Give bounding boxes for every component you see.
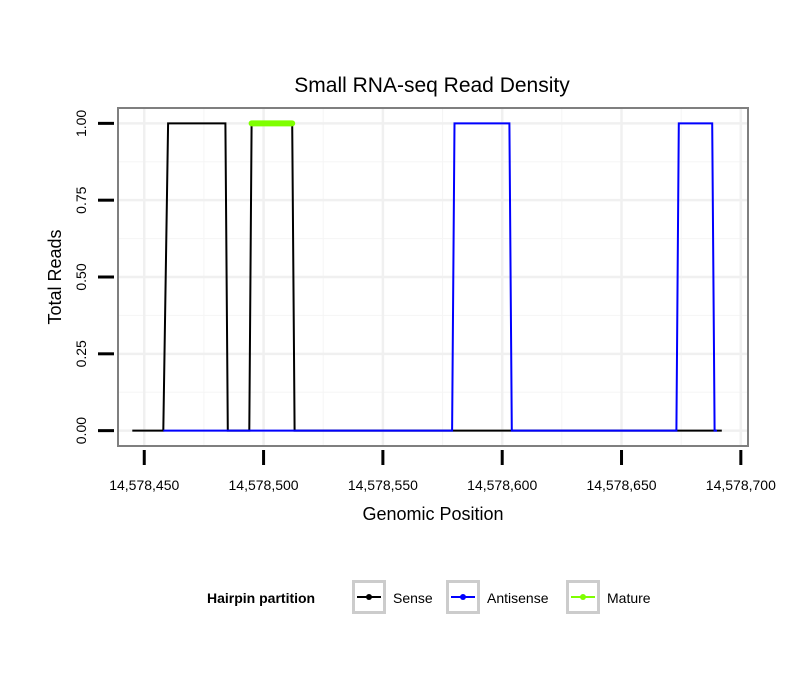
legend-label-mature: Mature bbox=[607, 590, 651, 606]
x-tick-label: 14,578,550 bbox=[348, 477, 418, 493]
legend-label-antisense: Antisense bbox=[487, 590, 549, 606]
series-line-antisense bbox=[163, 122, 717, 432]
y-tick-label: 0.50 bbox=[73, 263, 89, 290]
y-tick-label: 0.25 bbox=[73, 340, 89, 367]
legend-key-mature bbox=[566, 580, 600, 614]
y-tick-label: 1.00 bbox=[73, 110, 89, 137]
chart-title: Small RNA-seq Read Density bbox=[294, 74, 570, 97]
x-tick-label: 14,578,450 bbox=[109, 477, 179, 493]
legend-title: Hairpin partition bbox=[207, 590, 316, 606]
axes: 14,578,450 14,578,500 14,578,550 14,578,600… bbox=[73, 110, 776, 493]
series-lines bbox=[132, 120, 722, 432]
legend-key-antisense bbox=[446, 580, 480, 614]
grid-lines bbox=[119, 109, 747, 445]
x-tick-label: 14,578,600 bbox=[467, 477, 537, 493]
x-tick-label: 14,578,500 bbox=[229, 477, 299, 493]
x-tick-label: 14,578,650 bbox=[586, 477, 656, 493]
legend-label-sense: Sense bbox=[393, 590, 433, 606]
chart: Small RNA-seq Read Density 14,578,450 14,… bbox=[45, 74, 776, 524]
y-axis-label: Total Reads bbox=[45, 229, 65, 324]
y-tick-label: 0.75 bbox=[73, 186, 89, 213]
y-tick-label: 0.00 bbox=[73, 417, 89, 444]
legend-key-sense bbox=[352, 580, 386, 614]
x-tick-label: 14,578,700 bbox=[706, 477, 776, 493]
legend: Hairpin partition Sense Antisense Mature bbox=[0, 578, 810, 620]
x-axis-label: Genomic Position bbox=[362, 504, 503, 524]
